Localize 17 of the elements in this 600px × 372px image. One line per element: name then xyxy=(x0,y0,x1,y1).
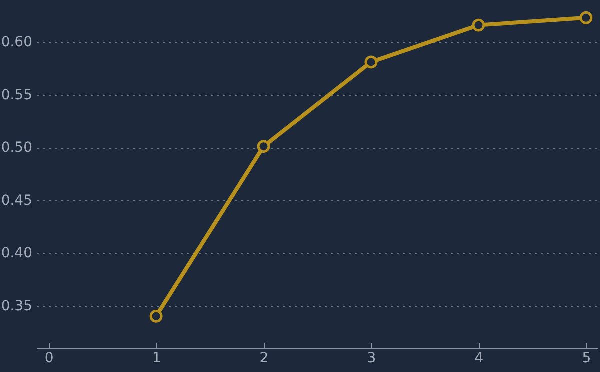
y-tick-label: 0.35 xyxy=(1,298,32,314)
y-tick-label: 0.40 xyxy=(1,246,32,262)
x-tick-label: 1 xyxy=(152,350,162,366)
point xyxy=(257,140,270,154)
x-tick-label: 3 xyxy=(367,350,376,366)
y-tick-label: 0.50 xyxy=(1,140,32,156)
x-tick-label: 0 xyxy=(44,350,54,366)
point xyxy=(364,56,378,69)
point xyxy=(150,310,163,323)
point xyxy=(580,11,593,24)
y-tick-label: 0.55 xyxy=(1,87,32,104)
x-tick-label: 2 xyxy=(260,350,269,366)
y-tick-label: 0.60 xyxy=(1,34,32,51)
y-tick-label: 0.45 xyxy=(1,192,32,209)
x-tick-label: 4 xyxy=(474,350,484,366)
x-tick-label: 5 xyxy=(582,350,592,366)
point xyxy=(472,18,486,32)
